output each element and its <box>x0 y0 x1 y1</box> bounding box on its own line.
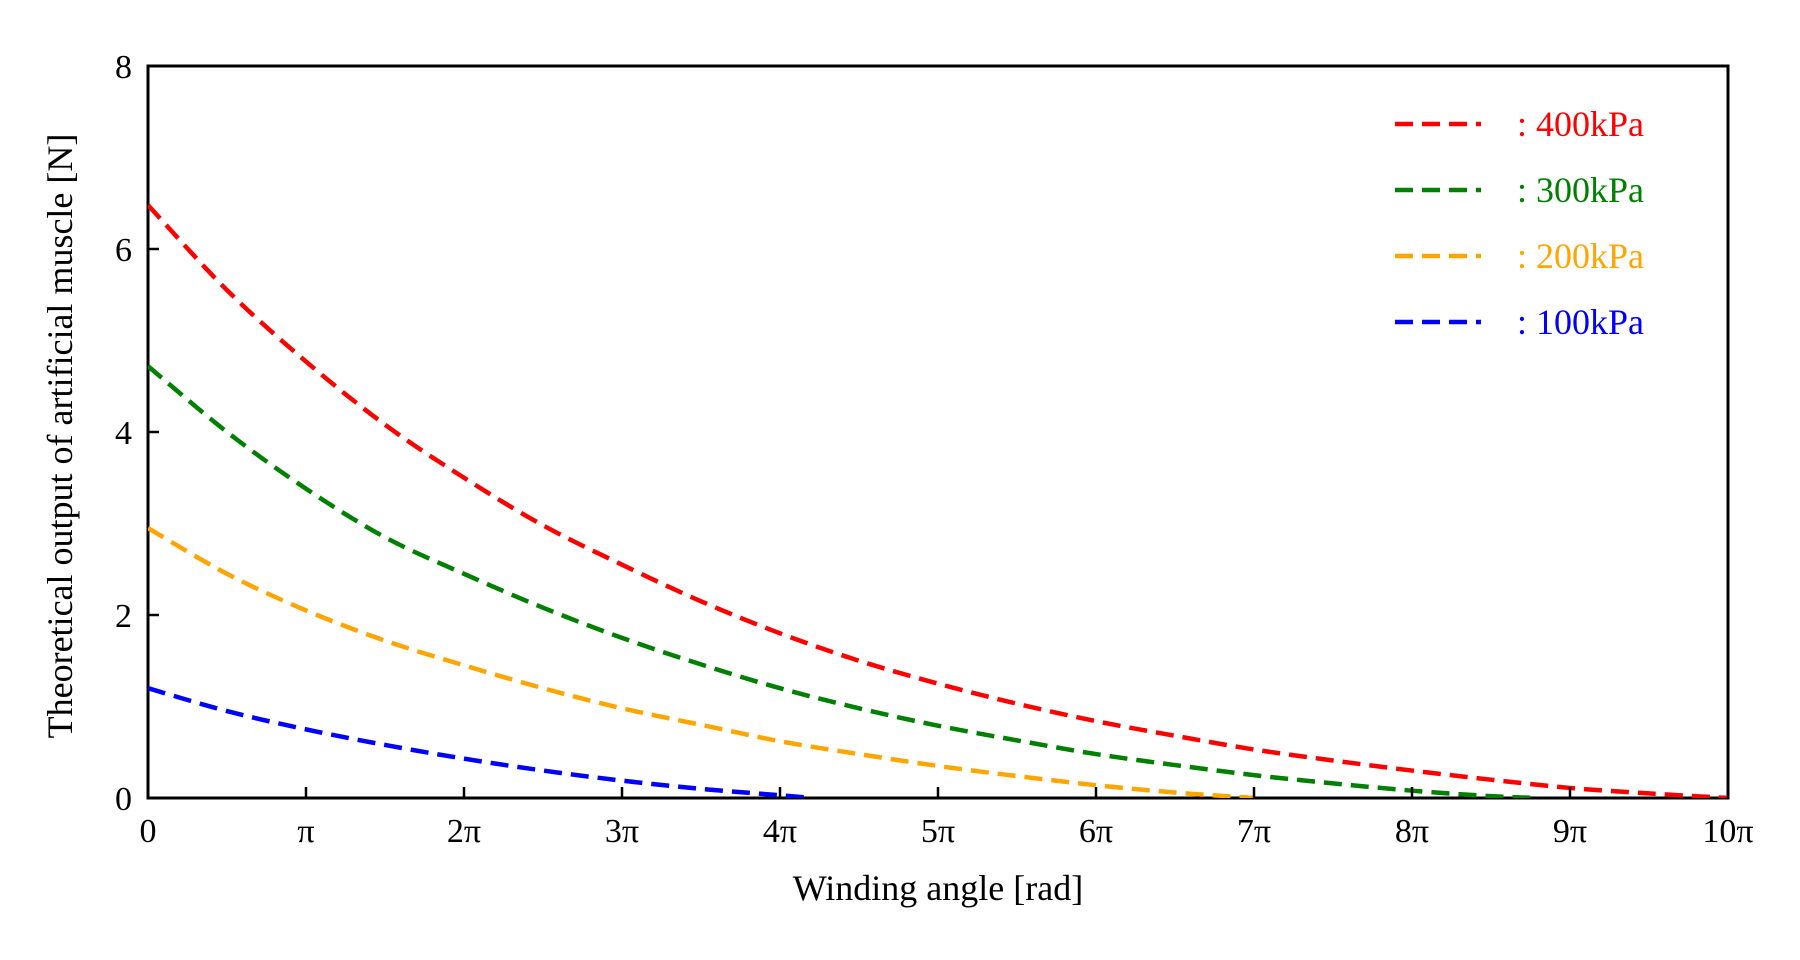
series-line <box>148 686 812 798</box>
series-line <box>148 203 1728 798</box>
y-tick-label: 4 <box>115 415 132 452</box>
x-axis-label: Winding angle [rad] <box>793 868 1083 908</box>
x-tick-label: 9π <box>1553 813 1587 850</box>
series-layer <box>148 203 1728 798</box>
plot-area <box>146 64 1730 800</box>
x-tick-label: 2π <box>447 813 481 850</box>
y-tick-label: 8 <box>115 49 132 86</box>
x-tick-label: 4π <box>763 813 797 850</box>
legend: : 400kPa : 300kPa : 200kPa : 100kPa <box>1395 104 1644 342</box>
plot-frame <box>146 64 1730 800</box>
legend-label: : 300kPa <box>1517 170 1644 210</box>
x-axis-ticks: 0 π 2π 3π 4π 5π 6π 7π 8π 9π 10π <box>140 787 1754 850</box>
y-tick-label: 2 <box>115 598 132 635</box>
legend-label: : 100kPa <box>1517 302 1644 342</box>
x-tick-label: π <box>297 813 314 850</box>
x-tick-label: 3π <box>605 813 639 850</box>
series-line <box>148 526 1255 798</box>
x-tick-label: 7π <box>1237 813 1271 850</box>
legend-label: : 200kPa <box>1517 236 1644 276</box>
x-tick-label: 8π <box>1395 813 1429 850</box>
x-tick-label: 10π <box>1702 813 1753 850</box>
x-tick-label: 0 <box>140 813 157 850</box>
x-tick-label: 6π <box>1079 813 1113 850</box>
series-line <box>148 364 1539 798</box>
x-tick-label: 5π <box>921 813 955 850</box>
legend-label: : 400kPa <box>1517 104 1644 144</box>
y-axis-label: Theoretical output of artificial muscle … <box>40 134 80 739</box>
y-tick-label: 6 <box>115 232 132 269</box>
y-tick-label: 0 <box>115 781 132 818</box>
y-axis-ticks: 0 2 4 6 8 <box>115 49 159 818</box>
